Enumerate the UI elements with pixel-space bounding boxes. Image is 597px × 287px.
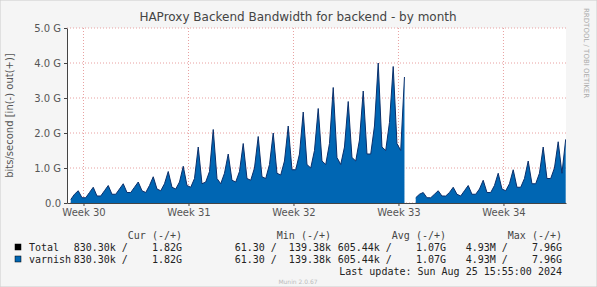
tick-label: Week 31 <box>167 207 210 218</box>
plot <box>71 63 566 203</box>
y-axis-title: bits/second [in(-) out(+)] <box>4 53 15 178</box>
tick: Week 32 <box>272 203 315 218</box>
legend-stat: 61.30 / 139.38k <box>235 242 331 253</box>
axis-line <box>68 203 567 204</box>
legend-stat: 830.30k / 1.82G <box>74 242 182 253</box>
tick-label: Week 34 <box>482 207 525 218</box>
tick: Week 31 <box>167 203 210 218</box>
legend-stat: 4.93M / 7.96G <box>466 254 562 265</box>
grid-line <box>67 63 566 64</box>
plot-area <box>67 28 566 203</box>
tick: 3.0 G <box>34 93 67 104</box>
tick: 2.0 G <box>34 128 67 139</box>
axis-line <box>67 29 68 204</box>
legend: Cur (-/+) Min (-/+) Avg (-/+) Max (-/+) Tota… <box>15 230 562 265</box>
tick-label: Week 30 <box>62 207 105 218</box>
tick-label: 0.0 <box>45 198 61 209</box>
tick-label: 3.0 G <box>34 93 61 104</box>
tick: Week 30 <box>62 203 105 218</box>
area <box>71 63 566 203</box>
tick-mark <box>64 168 67 169</box>
grid-line <box>188 28 189 203</box>
tick-mark <box>64 63 67 64</box>
title: HAProxy Backend Bandwidth for backend - … <box>139 10 456 24</box>
tick-mark <box>64 28 67 29</box>
area-line <box>71 63 566 200</box>
tick: 1.0 G <box>34 163 67 174</box>
tick-mark <box>503 203 504 206</box>
legend-swatch <box>15 244 21 250</box>
legend-stat: 61.30 / 139.38k <box>235 254 331 265</box>
tick: 5.0 G <box>34 23 67 34</box>
tick-mark <box>64 203 67 204</box>
tick: 4.0 G <box>34 58 67 69</box>
tick-label: 4.0 G <box>34 58 61 69</box>
tick-mark <box>293 203 294 206</box>
tick-label: 5.0 G <box>34 23 61 34</box>
tick-label: 2.0 G <box>34 128 61 139</box>
tick-label: Week 32 <box>272 207 315 218</box>
legend-header: Min (-/+) <box>277 230 331 241</box>
tick-label: Week 33 <box>377 207 420 218</box>
legend-label: Total <box>29 242 59 253</box>
legend-header: Avg (-/+) <box>392 230 446 241</box>
tick-mark <box>83 203 84 206</box>
legend-header: Max (-/+) <box>508 230 562 241</box>
tick-mark <box>398 203 399 206</box>
tick-mark <box>188 203 189 206</box>
grid-line <box>503 28 504 203</box>
legend-label: varnish <box>29 254 71 265</box>
grid <box>67 28 566 203</box>
legend-stat: 605.44k / 1.07G <box>338 242 446 253</box>
legend-stat: 830.30k / 1.82G <box>74 254 182 265</box>
side-text: RRDTOOL / TOBI OETIKER <box>582 8 590 98</box>
legend-stat: 605.44k / 1.07G <box>338 254 446 265</box>
legend-stat: 4.93M / 7.96G <box>466 242 562 253</box>
background <box>0 0 597 287</box>
tick-mark <box>64 133 67 134</box>
grid-line <box>83 28 84 203</box>
tick-mark <box>64 98 67 99</box>
last-update: Last update: Sun Aug 25 15:55:00 2024 <box>339 266 562 277</box>
legend-header: Cur (-/+) <box>128 230 182 241</box>
legend-swatch <box>15 256 21 262</box>
x-axis: Week 30 Week 31 Week 32 Week 33 Week 34 <box>62 203 566 218</box>
tick: Week 33 <box>377 203 420 218</box>
grid-line <box>67 28 566 29</box>
grid-line <box>67 98 566 99</box>
footer: Munin 2.0.67 <box>278 278 317 285</box>
y-axis: 0.0 1.0 G 2.0 G 3.0 G 4.0 G 5.0 G <box>34 23 67 209</box>
tick-label: 1.0 G <box>34 163 61 174</box>
chart: 0.01.0 G2.0 G3.0 G4.0 G5.0 GWeek 30Week … <box>0 0 597 287</box>
tick: Week 34 <box>482 203 525 218</box>
